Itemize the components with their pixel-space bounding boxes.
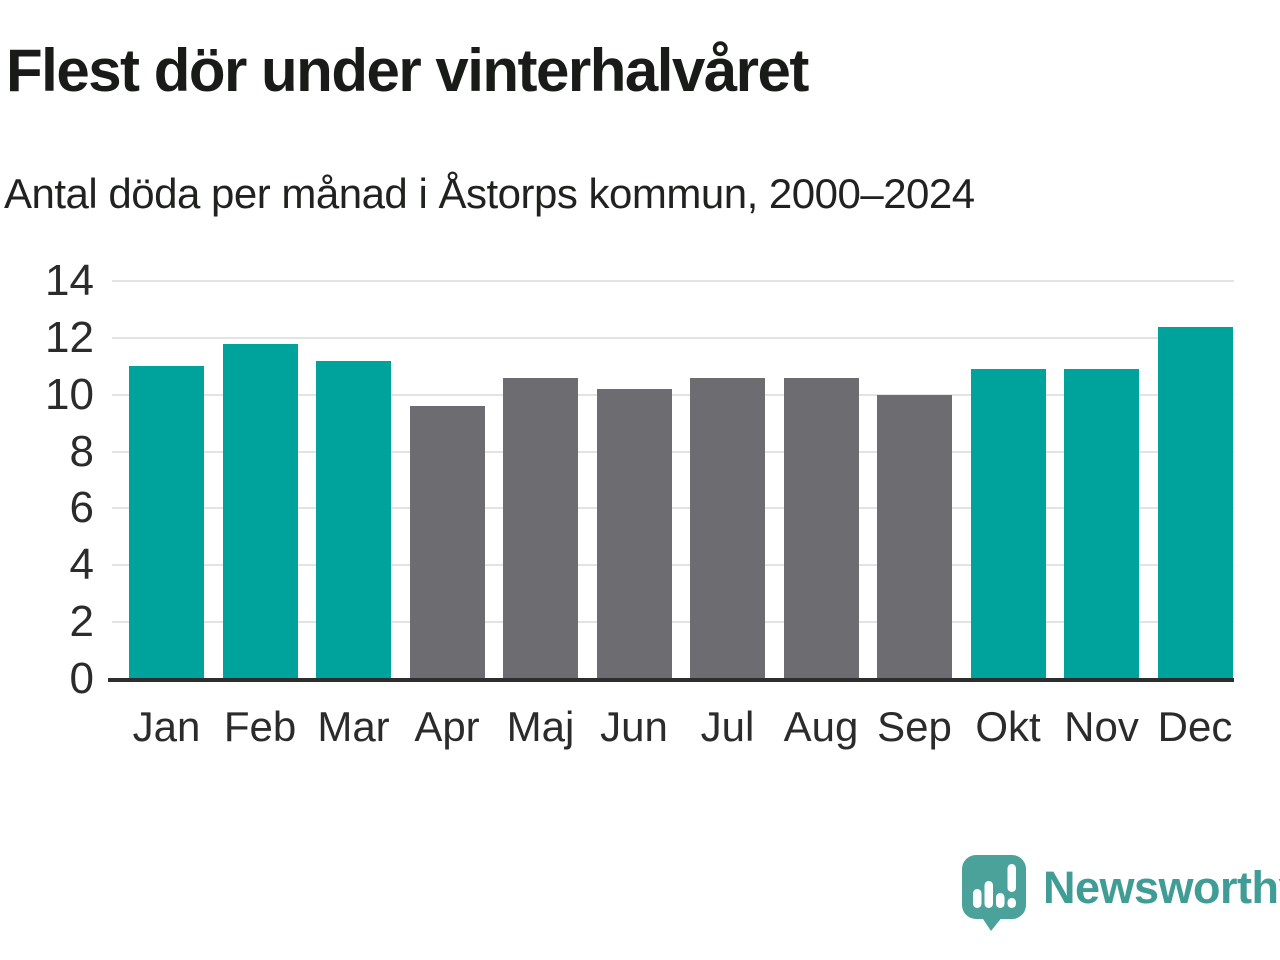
bar-series — [112, 281, 1234, 679]
bar-mar — [316, 360, 391, 679]
y-tick-label-8: 8 — [69, 426, 94, 476]
bar-nov — [1064, 369, 1139, 679]
y-tick-label-12: 12 — [45, 312, 94, 362]
gridline-y-12 — [112, 336, 1234, 339]
gridline-y-8 — [112, 450, 1234, 453]
page-title: Flest dör under vinterhalvåret — [6, 37, 809, 104]
bar-apr — [409, 406, 485, 679]
bar-feb — [222, 343, 298, 679]
bar-maj — [503, 377, 578, 679]
y-tick-label-6: 6 — [69, 483, 94, 533]
gridline-y-10 — [112, 393, 1234, 396]
x-tick-label-sep: Sep — [877, 703, 952, 750]
gridline-y-4 — [112, 564, 1234, 567]
x-tick-label-feb: Feb — [223, 703, 297, 750]
y-tick-label-14: 14 — [45, 256, 94, 305]
x-tick-label-aug: Aug — [783, 703, 859, 750]
y-tick-label-2: 2 — [69, 597, 94, 647]
plot-area — [112, 280, 1234, 679]
chart-subtitle: Antal döda per månad i Åstorps kommun, 2… — [4, 170, 975, 217]
newsworthy-logo: Newsworthy — [961, 854, 1280, 931]
brand-name: Newsworthy — [1043, 862, 1280, 913]
x-tick-label-maj: Maj — [506, 703, 575, 750]
gridline-y-2 — [112, 621, 1234, 624]
bar-okt — [970, 369, 1046, 679]
bar-chart-speech-bubble-icon — [962, 855, 1026, 931]
x-tick-label-mar: Mar — [317, 703, 390, 750]
x-tick-label-jan: Jan — [132, 703, 201, 750]
y-tick-label-0: 0 — [69, 654, 94, 703]
x-tick-label-jun: Jun — [600, 703, 668, 750]
x-tick-label-jul: Jul — [700, 703, 755, 750]
bar-jun — [596, 389, 672, 679]
gridline-y-14 — [112, 280, 1234, 282]
x-axis-tick-labels: Jan Feb Mar Apr Maj Jun Jul Aug Sep Okt Nov Dec — [112, 703, 1234, 751]
bar-sep — [877, 394, 952, 679]
bar-aug — [783, 377, 859, 679]
y-axis-tick-labels: 0 2 4 6 8 10 12 14 — [0, 0, 94, 960]
bar-jan — [129, 366, 204, 679]
bar-dec — [1157, 326, 1233, 679]
gridline-y-6 — [112, 507, 1234, 510]
x-tick-label-okt: Okt — [975, 703, 1041, 750]
x-tick-label-apr: Apr — [414, 703, 480, 750]
y-tick-label-10: 10 — [45, 369, 94, 419]
x-axis-line — [108, 678, 1234, 682]
x-tick-label-nov: Nov — [1064, 703, 1139, 750]
y-tick-label-4: 4 — [69, 540, 94, 590]
x-tick-label-dec: Dec — [1157, 703, 1233, 750]
bar-jul — [690, 377, 765, 679]
